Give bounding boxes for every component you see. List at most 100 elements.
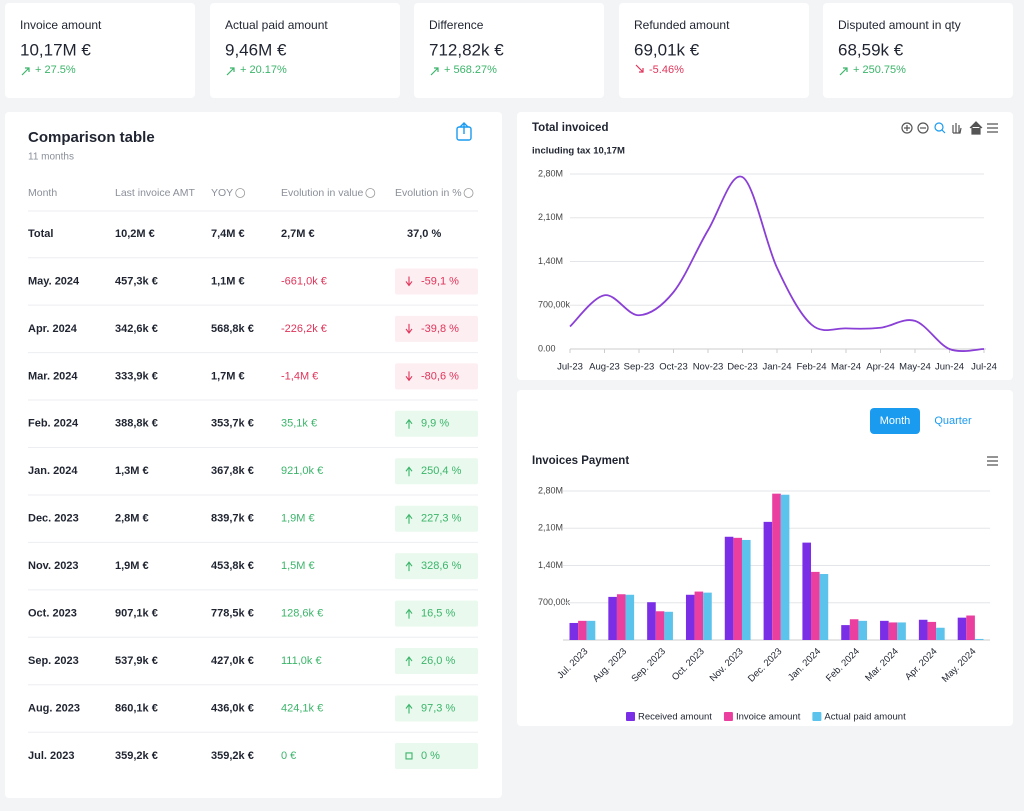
kpi-change: + 20.17% — [240, 64, 287, 76]
kpi-trend-icon — [430, 67, 439, 76]
bar — [694, 591, 704, 640]
x-tick-label: Jul-23 — [557, 362, 583, 373]
table-cell: 333,9k € — [115, 370, 158, 382]
table-cell: 921,0k € — [281, 465, 323, 477]
percent-pill — [395, 695, 478, 722]
table-cell: 342,6k € — [115, 323, 158, 335]
legend-swatch — [812, 712, 822, 721]
x-tick-label: Feb-24 — [796, 362, 826, 373]
bar — [897, 622, 906, 640]
bar — [858, 620, 868, 640]
bar — [772, 493, 781, 640]
kpi-trend-icon — [839, 67, 848, 76]
line-subtitle: including tax 10,17M — [532, 146, 625, 157]
kpi-trend-icon — [226, 67, 235, 76]
table-cell: 778,5k € — [211, 608, 254, 620]
legend-label: Invoice amount — [736, 712, 801, 723]
percent-pill — [395, 315, 478, 342]
kpi-label: Actual paid amount — [225, 18, 328, 32]
trend-icon — [405, 466, 413, 477]
menu-icon[interactable] — [987, 456, 998, 466]
table-cell: 388,8k € — [115, 418, 158, 430]
table-cell: -661,0k € — [281, 275, 327, 287]
kpi-card — [5, 3, 195, 98]
bar — [685, 594, 695, 640]
month-button-label[interactable]: Month — [880, 415, 911, 427]
table-title: Comparison table — [28, 129, 155, 146]
kpi-value: 10,17M € — [20, 40, 91, 59]
trend-icon — [405, 752, 413, 760]
month-button[interactable] — [870, 408, 920, 434]
column-header: YOY — [211, 187, 233, 199]
x-tick-label: Sep-23 — [624, 362, 655, 373]
kpi-value: 69,01k € — [634, 40, 700, 59]
y-tick-label: 700,00k — [538, 597, 571, 607]
kpi-change: + 568.27% — [444, 64, 497, 76]
kpi-value: 9,46M € — [225, 40, 287, 59]
trend-icon — [405, 276, 413, 287]
bar — [880, 620, 889, 640]
bar — [569, 622, 579, 640]
kpi-label: Difference — [429, 18, 484, 32]
table-cell: 250,4 % — [421, 465, 462, 477]
table-cell: -226,2k € — [281, 323, 327, 335]
table-cell: -39,8 % — [421, 323, 459, 335]
table-cell: 26,0 % — [421, 655, 455, 667]
percent-pill — [395, 648, 478, 675]
bar — [647, 602, 656, 640]
bar — [763, 521, 773, 640]
kpi-value: 712,82k € — [429, 40, 504, 59]
kpi-change: + 27.5% — [35, 64, 76, 76]
quarter-button[interactable]: Quarter — [934, 415, 972, 427]
y-tick-label: 700,00k — [538, 300, 571, 310]
trend-icon — [405, 371, 413, 382]
table-cell: 436,0k € — [211, 702, 254, 714]
legend-label: Received amount — [638, 712, 712, 723]
y-tick-label: 2,10M — [538, 212, 563, 222]
x-tick-label: May-24 — [899, 362, 931, 373]
x-tick-label: Jan-24 — [762, 362, 791, 373]
percent-pill — [395, 553, 478, 580]
line-panel — [517, 112, 1013, 380]
x-tick-label: Jul-24 — [971, 362, 997, 373]
bar — [811, 571, 820, 640]
table-cell: Dec. 2023 — [28, 513, 79, 525]
bar — [733, 537, 742, 640]
table-cell: 537,9k € — [115, 655, 158, 667]
x-tick-label: Aug-23 — [589, 362, 620, 373]
bar — [616, 594, 626, 640]
bar — [927, 621, 937, 640]
info-icon — [365, 188, 376, 198]
table-cell: Apr. 2024 — [28, 323, 78, 335]
table-cell: 353,7k € — [211, 418, 254, 430]
trend-icon — [405, 323, 413, 334]
bar — [888, 622, 898, 640]
info-icon — [463, 188, 474, 198]
trend-icon — [405, 703, 413, 714]
export-button[interactable] — [456, 122, 472, 141]
table-cell: 1,1M € — [211, 275, 245, 287]
column-header: Evolution in % — [395, 187, 462, 199]
trend-icon — [405, 418, 413, 429]
bar — [802, 542, 812, 640]
table-cell: Sep. 2023 — [28, 655, 79, 667]
table-cell: 328,6 % — [421, 560, 462, 572]
bar — [741, 539, 751, 640]
kpi-card — [414, 3, 604, 98]
table-cell: 128,6k € — [281, 608, 323, 620]
column-header: Month — [28, 187, 57, 199]
table-cell: -1,4M € — [281, 370, 318, 382]
kpi-label: Disputed amount in qty — [838, 18, 961, 32]
table-cell: -59,1 % — [421, 275, 459, 287]
table-cell: 16,5 % — [421, 608, 455, 620]
kpi-trend-icon — [635, 64, 644, 73]
percent-pill — [395, 742, 478, 769]
x-tick-label: Nov-23 — [693, 362, 724, 373]
bar — [655, 611, 665, 640]
chart-toolbar[interactable] — [901, 121, 998, 135]
table-cell: 359,2k € — [211, 750, 254, 762]
table-panel — [5, 112, 502, 798]
bar — [625, 594, 635, 640]
x-tick-label: Jun-24 — [935, 362, 964, 373]
